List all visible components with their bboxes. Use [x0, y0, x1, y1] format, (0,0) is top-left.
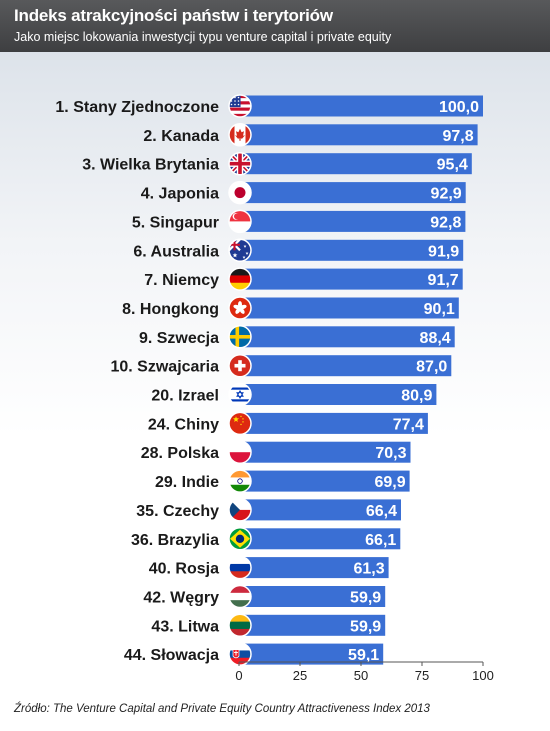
x-tick-label: 0 [235, 668, 242, 683]
bar-value-label: 97,8 [442, 128, 473, 145]
flag-singapore-icon [228, 209, 252, 234]
category-label: 35. Czechy [136, 503, 219, 520]
category-label: 44. Słowacja [124, 647, 219, 664]
bar-value-label: 61,3 [353, 561, 384, 578]
flag-slovakia-icon [228, 642, 252, 666]
bar-value-label: 66,4 [366, 503, 397, 520]
category-label: 24. Chiny [148, 416, 219, 433]
bar-value-label: 69,9 [374, 474, 405, 491]
category-label: 43. Litwa [151, 618, 219, 635]
flag-germany-icon [228, 267, 252, 291]
flag-israel-icon [228, 382, 252, 407]
bar-value-label: 66,1 [365, 532, 396, 549]
chart-header: Indeks atrakcyjności państw i terytoriów… [0, 0, 550, 52]
category-label: 10. Szwajcaria [110, 359, 219, 376]
bar [239, 210, 466, 232]
bar [239, 441, 411, 463]
bar [239, 124, 478, 146]
category-label: 20. Izrael [151, 388, 219, 405]
bar-value-label: 87,0 [416, 359, 447, 376]
category-label: 7. Niemcy [144, 272, 219, 289]
category-label: 1. Stany Zjednoczone [55, 99, 219, 116]
bar-value-label: 92,8 [430, 214, 461, 231]
bar [239, 153, 472, 175]
category-label: 4. Japonia [141, 186, 219, 203]
bar [239, 557, 389, 579]
bar-value-label: 80,9 [401, 388, 432, 405]
bar [239, 470, 410, 492]
bar [239, 297, 459, 319]
flag-czech-icon [228, 498, 252, 522]
flag-hungary-icon [228, 584, 252, 609]
x-tick-label: 100 [472, 668, 494, 683]
bar [239, 412, 428, 434]
chart-title: Indeks atrakcyjności państw i terytoriów [14, 6, 333, 25]
bar-value-label: 100,0 [439, 99, 479, 116]
category-label: 36. Brazylia [131, 532, 219, 549]
chart-subtitle: Jako miejsc lokowania inwestycji typu ve… [14, 30, 392, 44]
bar-value-label: 77,4 [393, 416, 424, 433]
category-label: 3. Wielka Brytania [82, 157, 219, 174]
bar-value-label: 95,4 [437, 157, 468, 174]
bar-value-label: 59,9 [350, 618, 381, 635]
category-label: 29. Indie [155, 474, 219, 491]
bar [239, 384, 437, 405]
bar-value-label: 70,3 [375, 445, 406, 462]
bar-value-label: 59,9 [350, 590, 381, 607]
flag-usa-icon [228, 94, 252, 118]
flag-china-icon [228, 411, 252, 436]
bar [239, 614, 386, 636]
x-tick-label: 50 [354, 668, 368, 683]
x-tick-label: 25 [293, 668, 307, 683]
bar-value-label: 91,7 [428, 272, 459, 289]
bar [239, 528, 401, 550]
bar [239, 326, 455, 348]
flag-brazil-icon [228, 527, 252, 551]
flag-poland-icon [228, 440, 252, 464]
flag-sweden-icon [228, 325, 252, 349]
bar [239, 182, 466, 204]
bar-value-label: 91,9 [428, 243, 459, 260]
flag-lithuania-icon [228, 613, 252, 638]
category-label: 28. Polska [141, 445, 219, 462]
category-label: 6. Australia [133, 243, 219, 260]
bar [239, 95, 483, 117]
x-tick-label: 75 [415, 668, 429, 683]
category-label: 42. Węgry [143, 590, 219, 607]
source-note: Źródło: The Venture Capital and Private … [14, 703, 430, 715]
bar [239, 586, 386, 607]
bar-value-label: 92,9 [431, 186, 462, 203]
bar [239, 268, 463, 290]
flag-japan-icon [228, 180, 252, 205]
flag-switzerland-icon [228, 353, 252, 378]
category-label: 2. Kanada [143, 128, 219, 145]
flag-uk-icon [228, 151, 252, 176]
bar [239, 355, 452, 377]
bar [239, 239, 464, 261]
bar [239, 643, 384, 665]
bar [239, 499, 401, 521]
flag-russia-icon [228, 555, 252, 580]
flag-australia-icon [228, 238, 252, 263]
category-label: 8. Hongkong [122, 301, 219, 318]
bar-value-label: 90,1 [424, 301, 455, 318]
flag-canada-icon [228, 123, 252, 147]
bar-value-label: 59,1 [348, 647, 379, 664]
category-label: 40. Rosja [149, 561, 219, 578]
flag-india-icon [228, 469, 252, 493]
category-label: 5. Singapur [132, 214, 219, 231]
category-label: 9. Szwecja [139, 330, 219, 347]
bar-value-label: 88,4 [420, 330, 451, 347]
flag-hongkong-icon [228, 296, 252, 320]
